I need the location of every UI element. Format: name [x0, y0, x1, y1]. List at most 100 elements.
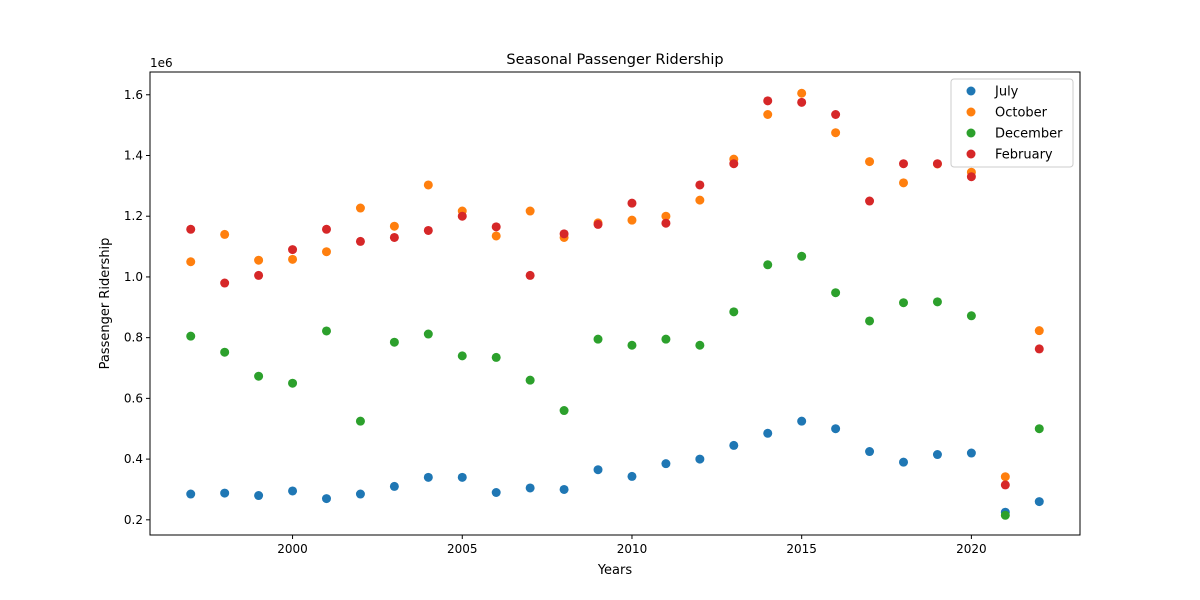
- y-axis-label: Passenger Ridership: [98, 238, 113, 370]
- data-point: [966, 172, 976, 182]
- data-point: [389, 221, 399, 231]
- data-point: [186, 224, 196, 234]
- data-point: [423, 329, 433, 339]
- data-point: [355, 489, 365, 499]
- legend-label-december: December: [995, 127, 1063, 142]
- data-point: [627, 215, 637, 225]
- data-point: [865, 196, 875, 206]
- data-point: [389, 481, 399, 491]
- series-december: [186, 251, 1044, 520]
- data-point: [627, 198, 637, 208]
- data-point: [593, 334, 603, 344]
- data-point: [254, 270, 264, 280]
- data-point: [355, 236, 365, 246]
- data-point: [254, 255, 264, 265]
- data-point: [559, 229, 569, 239]
- data-point: [186, 331, 196, 341]
- data-point: [865, 157, 875, 167]
- data-point: [695, 454, 705, 464]
- data-point: [831, 288, 841, 298]
- data-point: [763, 110, 773, 120]
- data-point: [491, 222, 501, 232]
- data-point: [593, 219, 603, 229]
- data-point: [525, 375, 535, 385]
- data-point: [831, 110, 841, 120]
- data-point: [423, 225, 433, 235]
- data-point: [899, 159, 909, 169]
- y-tick-label: 0.4: [124, 452, 143, 466]
- y-tick-label: 0.2: [124, 513, 143, 527]
- data-point: [389, 337, 399, 347]
- data-point: [593, 465, 603, 475]
- legend: July October December February: [950, 78, 1074, 168]
- y-tick-label: 1.6: [124, 88, 143, 102]
- data-point: [355, 203, 365, 213]
- chart-title: Seasonal Passenger Ridership: [506, 52, 723, 68]
- data-point: [661, 211, 671, 221]
- data-point: [355, 416, 365, 426]
- data-point: [932, 159, 942, 169]
- y-tick-label: 1.0: [124, 270, 143, 284]
- data-point: [186, 489, 196, 499]
- data-point: [865, 316, 875, 326]
- data-point: [966, 311, 976, 321]
- data-point: [220, 229, 230, 239]
- data-point: [899, 298, 909, 308]
- legend-marker-february: [966, 149, 976, 159]
- legend-marker-july: [966, 86, 976, 96]
- legend-label-october: October: [995, 106, 1048, 121]
- data-point: [899, 457, 909, 467]
- legend-label-february: February: [995, 148, 1053, 163]
- data-point: [220, 347, 230, 357]
- legend-label-july: July: [994, 85, 1019, 100]
- data-point: [763, 428, 773, 438]
- data-points: [186, 88, 1044, 520]
- data-point: [525, 483, 535, 493]
- data-point: [661, 459, 671, 469]
- data-point: [457, 211, 467, 221]
- x-axis-label: Years: [597, 563, 633, 578]
- data-point: [797, 88, 807, 98]
- data-point: [1000, 510, 1010, 520]
- data-point: [389, 232, 399, 242]
- data-point: [865, 447, 875, 457]
- data-point: [763, 96, 773, 106]
- y-axis: 0.2 0.4 0.6 0.8 1.0 1.2 1.4 1.6: [124, 88, 150, 527]
- data-point: [1034, 344, 1044, 354]
- legend-marker-december: [966, 128, 976, 138]
- plot-area-frame: [149, 71, 1081, 536]
- y-tick-label: 0.8: [124, 331, 143, 345]
- data-point: [491, 231, 501, 241]
- data-point: [457, 351, 467, 361]
- x-tick-label: 2000: [277, 542, 308, 556]
- legend-box: [950, 78, 1074, 168]
- data-point: [321, 326, 331, 336]
- x-tick-label: 2005: [447, 542, 478, 556]
- data-point: [1000, 480, 1010, 490]
- data-point: [321, 224, 331, 234]
- data-point: [559, 406, 569, 416]
- data-point: [423, 180, 433, 190]
- data-point: [797, 251, 807, 261]
- data-point: [457, 472, 467, 482]
- data-point: [831, 424, 841, 434]
- data-point: [729, 159, 739, 169]
- data-point: [729, 440, 739, 450]
- y-axis-offset-label: 1e6: [150, 56, 173, 70]
- data-point: [661, 218, 671, 228]
- data-point: [321, 494, 331, 504]
- data-point: [763, 260, 773, 270]
- x-tick-label: 2015: [786, 542, 817, 556]
- data-point: [288, 254, 298, 264]
- data-point: [797, 97, 807, 107]
- data-point: [220, 488, 230, 498]
- series-july: [186, 416, 1044, 517]
- data-point: [423, 472, 433, 482]
- y-tick-label: 1.2: [124, 209, 143, 223]
- legend-marker-october: [966, 107, 976, 117]
- data-point: [729, 307, 739, 317]
- data-point: [491, 352, 501, 362]
- data-point: [525, 206, 535, 216]
- series-february: [186, 96, 1044, 490]
- data-point: [186, 257, 196, 267]
